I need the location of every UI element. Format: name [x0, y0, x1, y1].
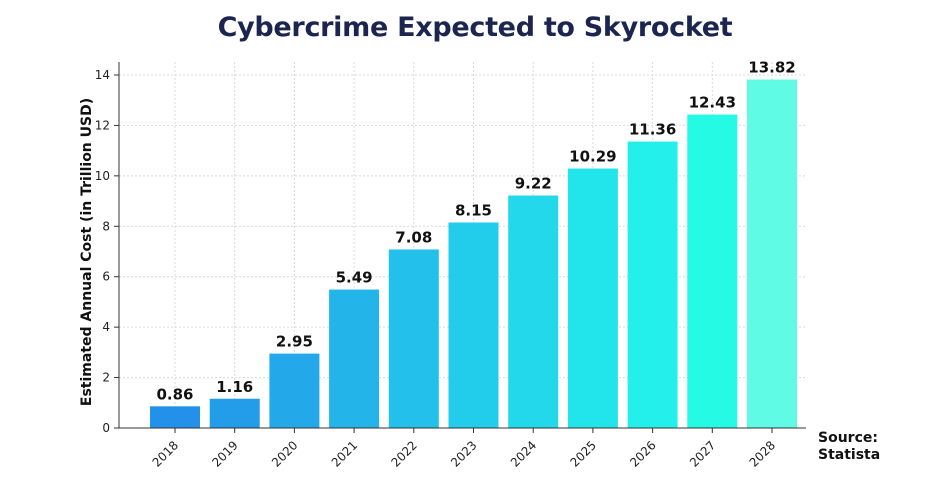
value-label: 10.29: [569, 148, 616, 166]
bars: [150, 79, 797, 429]
y-tick-label: 8: [102, 219, 110, 233]
x-tick-label: 2023: [448, 438, 479, 469]
bar: [747, 79, 797, 428]
y-tick-label: 10: [95, 169, 110, 183]
bar: [388, 249, 439, 428]
y-tick-label: 14: [95, 68, 110, 82]
bar: [567, 168, 618, 429]
value-label: 0.86: [156, 385, 193, 403]
x-tick-label: 2026: [627, 438, 658, 469]
y-tick-labels: 0 2 4 6 8 10 12 14: [95, 68, 119, 435]
y-tick-label: 12: [95, 118, 110, 132]
value-label: 2.95: [276, 333, 313, 351]
x-tick-label: 2022: [388, 438, 419, 469]
x-tick-label: 2019: [209, 438, 240, 469]
y-axis-label: Estimated Annual Cost (in Trillion USD): [79, 98, 95, 406]
x-tick-label: 2021: [329, 438, 360, 469]
x-tick-labels: 2018 2019 2020 2021 2022 2023 2024 2025 2026 2027…: [150, 428, 778, 470]
x-tick-label: 2020: [269, 438, 300, 469]
value-label: 8.15: [455, 202, 492, 220]
x-tick-label: 2027: [687, 438, 718, 469]
source-name: Statista: [818, 447, 881, 463]
value-label: 1.16: [216, 378, 253, 396]
value-label: 13.82: [748, 59, 795, 77]
bar: [329, 289, 380, 428]
y-tick-label: 4: [102, 320, 110, 334]
value-label: 5.49: [336, 269, 373, 287]
chart-title: Cybercrime Expected to Skyrocket: [217, 12, 733, 43]
y-tick-label: 6: [102, 270, 110, 284]
x-tick-label: 2024: [508, 438, 539, 469]
y-tick-label: 0: [102, 421, 110, 435]
value-label: 11.36: [629, 121, 676, 139]
bar: [627, 141, 678, 428]
bar: [209, 398, 260, 428]
x-tick-label: 2025: [568, 438, 599, 469]
value-labels: 0.86 1.16 2.95 5.49 7.08 8.15 9.22 10.29 11.36 12…: [156, 59, 795, 404]
y-tick-label: 2: [102, 371, 110, 385]
bar: [150, 406, 200, 428]
bar: [687, 114, 738, 428]
value-label: 7.08: [395, 228, 432, 246]
bar: [508, 195, 559, 428]
bar: [269, 353, 320, 428]
x-tick-label: 2028: [747, 438, 778, 469]
value-label: 12.43: [689, 94, 736, 112]
source-note: Source: Statista: [818, 430, 880, 464]
source-label: Source:: [818, 430, 878, 446]
bar: [448, 222, 499, 428]
axes: [118, 62, 806, 429]
x-tick-label: 2018: [150, 438, 181, 469]
value-label: 9.22: [515, 175, 552, 193]
